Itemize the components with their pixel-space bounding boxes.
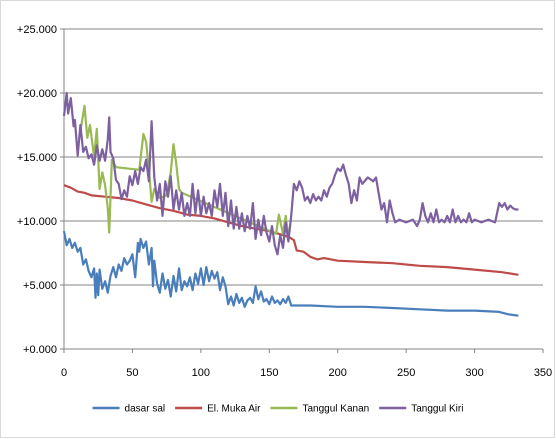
y-tick-label: +5.000: [23, 280, 57, 292]
legend-item: dasar sal: [92, 404, 166, 415]
x-tick-label: 0: [61, 367, 67, 379]
y-tick-label: +10.000: [17, 216, 57, 228]
x-tick-label: 350: [534, 367, 552, 379]
legend-label: dasar sal: [125, 404, 166, 415]
legend-label: Tanggul Kanan: [302, 404, 369, 415]
x-tick-label: 100: [192, 367, 210, 379]
series-line-dasar-sal: [62, 230, 519, 317]
y-tick-label: +20.000: [17, 88, 57, 100]
y-tick-label: +0.000: [23, 344, 57, 356]
legend-item: Tanggul Kanan: [270, 404, 369, 415]
legend-item: El. Muka Air: [175, 404, 261, 415]
legend-item: Tanggul Kiri: [379, 404, 463, 415]
x-tick-label: 250: [397, 367, 415, 379]
legend-label: El. Muka Air: [207, 404, 261, 415]
y-tick-label: +15.000: [17, 152, 57, 164]
x-tick-label: 200: [329, 367, 347, 379]
series-line-tanggul-kiri: [62, 91, 519, 256]
series-lines: [62, 91, 519, 317]
legend: dasar sal El. Muka Air Tanggul Kanan Tanggu…: [92, 404, 463, 415]
axes: [60, 28, 544, 353]
y-tick-label: +25.000: [17, 24, 57, 36]
x-tick-label: 300: [465, 367, 483, 379]
x-tick-label: 150: [260, 367, 278, 379]
legend-label: Tanggul Kiri: [411, 404, 463, 415]
tick-labels: +0.000 +5.000 +10.000 +15.000 +20.000 +25.000…: [17, 24, 552, 379]
x-tick-label: 50: [126, 367, 138, 379]
